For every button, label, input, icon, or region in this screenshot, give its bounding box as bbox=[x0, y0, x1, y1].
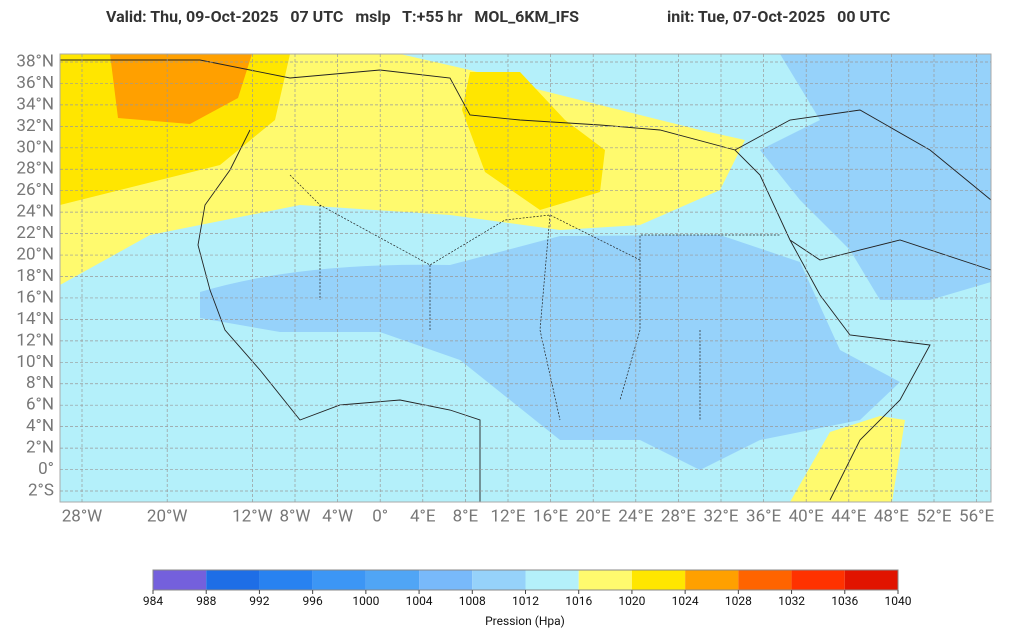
lat-label: 32°N bbox=[16, 116, 54, 136]
colorbar-tick-label: 1036 bbox=[831, 594, 858, 608]
colorbar-swatch bbox=[791, 570, 845, 590]
lon-label: 24°E bbox=[618, 506, 653, 526]
lon-label: 8°E bbox=[453, 506, 479, 526]
colorbar-tick-label: 1032 bbox=[778, 594, 805, 608]
lat-label: 2°S bbox=[28, 480, 54, 500]
colorbar-swatch bbox=[525, 570, 579, 590]
colorbar-tick-label: 996 bbox=[303, 594, 323, 608]
lon-label: 4°E bbox=[410, 506, 436, 526]
colorbar-tick-label: 992 bbox=[249, 594, 269, 608]
colorbar-swatch bbox=[206, 570, 260, 590]
map bbox=[59, 53, 992, 503]
colorbar-tick-label: 1024 bbox=[672, 594, 699, 608]
lat-label: 0° bbox=[38, 459, 54, 479]
lon-label: 16°E bbox=[533, 506, 568, 526]
lat-label: 38°N bbox=[16, 51, 54, 71]
coastline bbox=[60, 59, 992, 502]
lon-label: 48°E bbox=[874, 506, 909, 526]
colorbar-swatch bbox=[153, 570, 207, 590]
colorbar-tick-label: 1000 bbox=[352, 594, 379, 608]
zone-1008 bbox=[760, 54, 991, 300]
colorbar-swatch bbox=[259, 570, 313, 590]
lat-label: 28°N bbox=[16, 159, 54, 179]
lat-label: 22°N bbox=[16, 223, 54, 243]
colorbar-swatch bbox=[738, 570, 792, 590]
colorbar-tick-label: 1040 bbox=[885, 594, 912, 608]
valid-title: Valid: Thu, 09-Oct-2025 07 UTC mslp T:+5… bbox=[106, 7, 579, 26]
colorbar-tick-label: 1004 bbox=[406, 594, 433, 608]
lat-label: 30°N bbox=[16, 137, 54, 157]
lat-label: 10°N bbox=[16, 352, 54, 372]
colorbar-swatch bbox=[631, 570, 686, 590]
lat-label: 18°N bbox=[16, 266, 54, 286]
colorbar-swatch bbox=[844, 570, 898, 590]
colorbar-swatch bbox=[685, 570, 739, 590]
lon-label: 28°W bbox=[62, 506, 103, 526]
lon-label: 20°W bbox=[147, 506, 188, 526]
lat-label: 34°N bbox=[16, 94, 54, 114]
colorbar-tick-label: 1008 bbox=[459, 594, 486, 608]
lat-label: 8°N bbox=[26, 373, 54, 393]
colorbar-label: Pression (Hpa) bbox=[485, 614, 565, 628]
lon-label: 40°E bbox=[789, 506, 824, 526]
lon-label: 4°W bbox=[322, 506, 353, 526]
lat-label: 12°N bbox=[16, 330, 54, 350]
colorbar-tick-label: 984 bbox=[143, 594, 163, 608]
init-title: init: Tue, 07-Oct-2025 00 UTC bbox=[667, 7, 890, 26]
colorbar-swatch bbox=[419, 570, 473, 590]
lon-label: 32°E bbox=[703, 506, 738, 526]
colorbar-tick-label: 1012 bbox=[512, 594, 539, 608]
lat-label: 14°N bbox=[16, 309, 54, 329]
colorbar-swatch bbox=[472, 570, 526, 590]
zone-1008 bbox=[200, 235, 900, 470]
colorbar-tick-label: 1016 bbox=[565, 594, 592, 608]
lon-label: 52°E bbox=[916, 506, 951, 526]
borders bbox=[289, 174, 780, 421]
zone-1024 bbox=[110, 54, 252, 124]
colorbar-tick-label: 1028 bbox=[725, 594, 752, 608]
lon-label: 44°E bbox=[831, 506, 866, 526]
colorbar-tick-label: 988 bbox=[196, 594, 216, 608]
lat-label: 16°N bbox=[16, 287, 54, 307]
lon-label: 12°E bbox=[490, 506, 525, 526]
lat-label: 26°N bbox=[16, 180, 54, 200]
lat-label: 36°N bbox=[16, 73, 54, 93]
lat-label: 2°N bbox=[26, 438, 54, 458]
lat-label: 4°N bbox=[26, 416, 54, 436]
zone-1016 bbox=[790, 416, 905, 502]
lon-label: 8°W bbox=[280, 506, 311, 526]
zone-1020 bbox=[462, 72, 605, 210]
colorbar-swatch bbox=[365, 570, 420, 590]
colorbar-swatch bbox=[312, 570, 366, 590]
lon-label: 0° bbox=[372, 506, 388, 526]
lat-label: 24°N bbox=[16, 202, 54, 222]
lon-label: 36°E bbox=[746, 506, 781, 526]
lon-label: 12°W bbox=[232, 506, 273, 526]
lon-label: 20°E bbox=[576, 506, 611, 526]
lat-label: 6°N bbox=[26, 395, 54, 415]
map-frame bbox=[59, 53, 992, 503]
colorbar-tick-label: 1020 bbox=[618, 594, 645, 608]
lon-label: 56°E bbox=[959, 506, 994, 526]
lon-label: 28°E bbox=[661, 506, 696, 526]
lat-label: 20°N bbox=[16, 245, 54, 265]
colorbar-swatch bbox=[578, 570, 632, 590]
